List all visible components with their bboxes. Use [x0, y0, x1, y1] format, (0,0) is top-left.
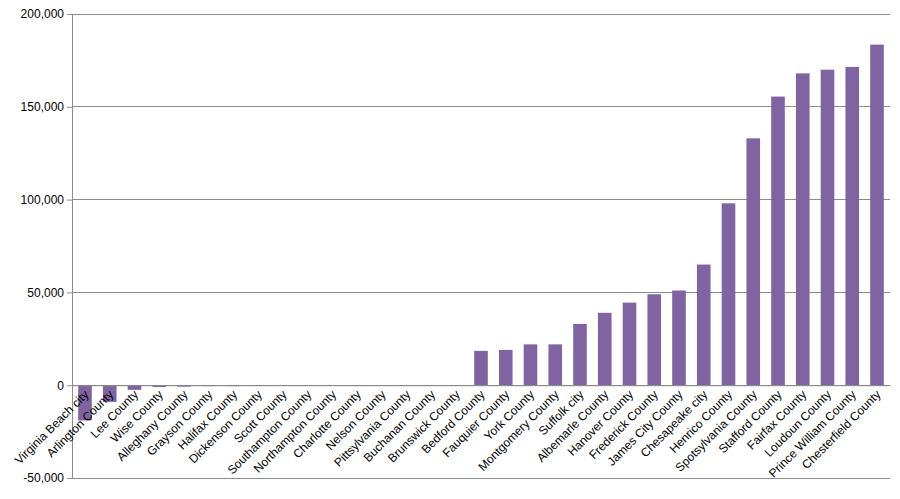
- bar: [697, 265, 711, 386]
- y-tick-mark: [67, 478, 72, 479]
- bars: [78, 45, 884, 421]
- y-tick-label: 100,000: [21, 193, 65, 207]
- bar: [771, 97, 785, 386]
- grid-line: [72, 14, 890, 15]
- bar: [474, 351, 488, 385]
- bar: [821, 70, 835, 386]
- bar: [647, 294, 661, 385]
- y-tick-mark: [67, 385, 72, 386]
- grid-line: [72, 106, 890, 107]
- x-axis: Virginia Beach cityArlington CountyLee C…: [12, 385, 891, 480]
- y-tick: 150,000: [21, 100, 72, 114]
- y-tick: 200,000: [21, 7, 72, 21]
- y-tick: 100,000: [21, 193, 72, 207]
- plot: -50,000 0 50,000 100,000 150,000 200,000 Virgi…: [12, 7, 891, 485]
- bar: [796, 73, 810, 385]
- bar: [524, 344, 538, 385]
- y-tick-label: 150,000: [21, 100, 65, 114]
- y-tick: 50,000: [27, 286, 72, 300]
- y-tick-label: 0: [57, 379, 64, 393]
- grid-line: [72, 199, 890, 200]
- x-tick: Chesterfield County: [799, 385, 883, 472]
- grid-line: [72, 292, 890, 293]
- y-tick-label: 200,000: [21, 7, 65, 21]
- y-tick: 0: [57, 379, 72, 393]
- bar: [623, 303, 637, 386]
- bar: [672, 291, 686, 386]
- y-tick-label: -50,000: [23, 471, 64, 485]
- x-tick-label: Chesterfield County: [799, 387, 883, 471]
- bar: [845, 67, 859, 385]
- bar: [548, 344, 562, 385]
- y-tick-mark: [67, 107, 72, 108]
- bar: [870, 45, 884, 386]
- bar: [499, 350, 513, 385]
- y-tick: -50,000: [23, 471, 72, 485]
- grid-line: [72, 478, 890, 479]
- x-axis-line: [73, 385, 891, 386]
- chart: -50,000 0 50,000 100,000 150,000 200,000 Virgi…: [0, 0, 900, 499]
- grid: [72, 14, 890, 478]
- y-tick-mark: [67, 200, 72, 201]
- y-tick-mark: [67, 14, 72, 15]
- bar: [573, 324, 587, 385]
- bar: [722, 203, 736, 385]
- y-tick-label: 50,000: [27, 286, 64, 300]
- y-tick-mark: [67, 292, 72, 293]
- bar: [598, 313, 612, 385]
- bar: [746, 138, 760, 385]
